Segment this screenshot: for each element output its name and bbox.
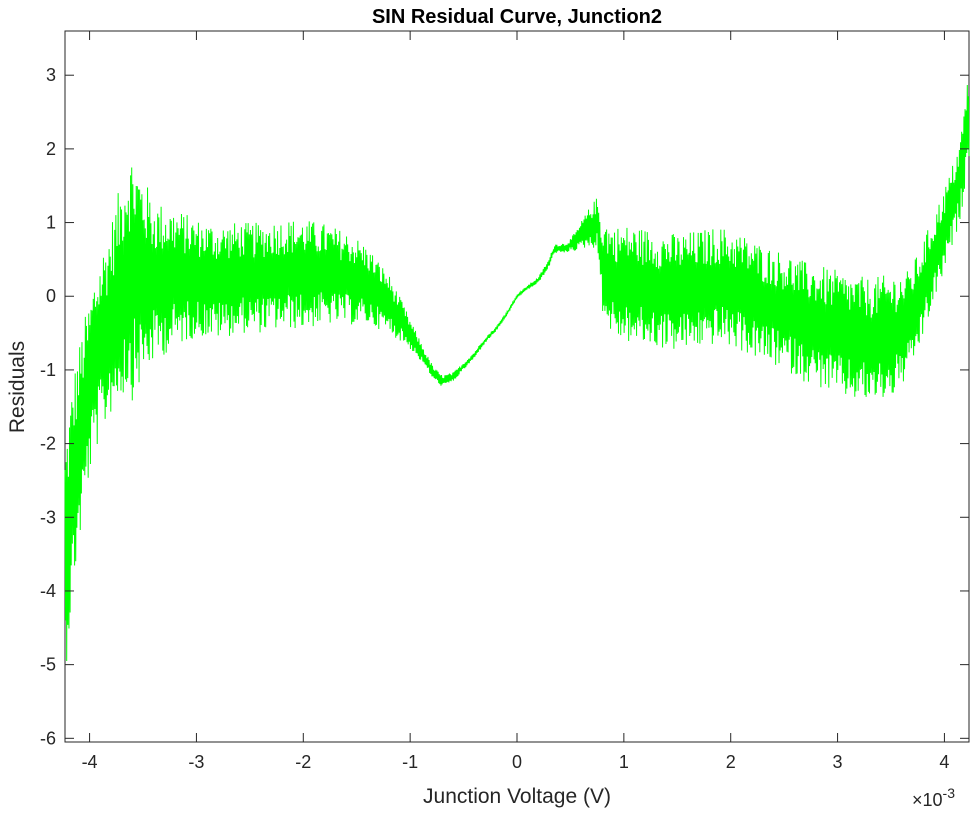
y-tick-label: -3	[40, 507, 56, 527]
x-tick-label: 4	[939, 752, 949, 772]
series-layer	[64, 85, 970, 661]
x-axis-multiplier-base: ×10	[912, 790, 943, 810]
x-tick-label: -4	[82, 752, 98, 772]
y-tick-label: 1	[46, 213, 56, 233]
x-axis-multiplier: ×10-3	[912, 785, 955, 810]
x-tick-label: -1	[402, 752, 418, 772]
x-tick-label: -3	[188, 752, 204, 772]
x-axis-multiplier-exponent: -3	[943, 785, 956, 801]
x-tick-label: -2	[295, 752, 311, 772]
y-tick-label: -5	[40, 655, 56, 675]
y-tick-label: -1	[40, 360, 56, 380]
y-axis: -6 -5 -4 -3 -2 -1 0 1 2 3	[40, 65, 969, 748]
x-axis: -4 -3 -2 -1 0 1 2 3 4	[82, 31, 949, 772]
x-tick-label: 0	[512, 752, 522, 772]
plot-area	[64, 30, 970, 743]
x-tick-label: 2	[726, 752, 736, 772]
y-tick-label: -2	[40, 434, 56, 454]
chart-title: SIN Residual Curve, Junction2	[372, 6, 662, 28]
y-tick-label: 0	[46, 286, 56, 306]
x-axis-title: Junction Voltage (V)	[423, 785, 611, 808]
y-tick-label: -4	[40, 581, 56, 601]
y-tick-label: 2	[46, 139, 56, 159]
x-tick-label: 1	[619, 752, 629, 772]
series-line-0	[64, 85, 970, 661]
x-tick-label: 3	[833, 752, 843, 772]
y-axis-title: Residuals	[6, 341, 29, 433]
y-tick-label: -6	[40, 728, 56, 748]
y-tick-label: 3	[46, 65, 56, 85]
